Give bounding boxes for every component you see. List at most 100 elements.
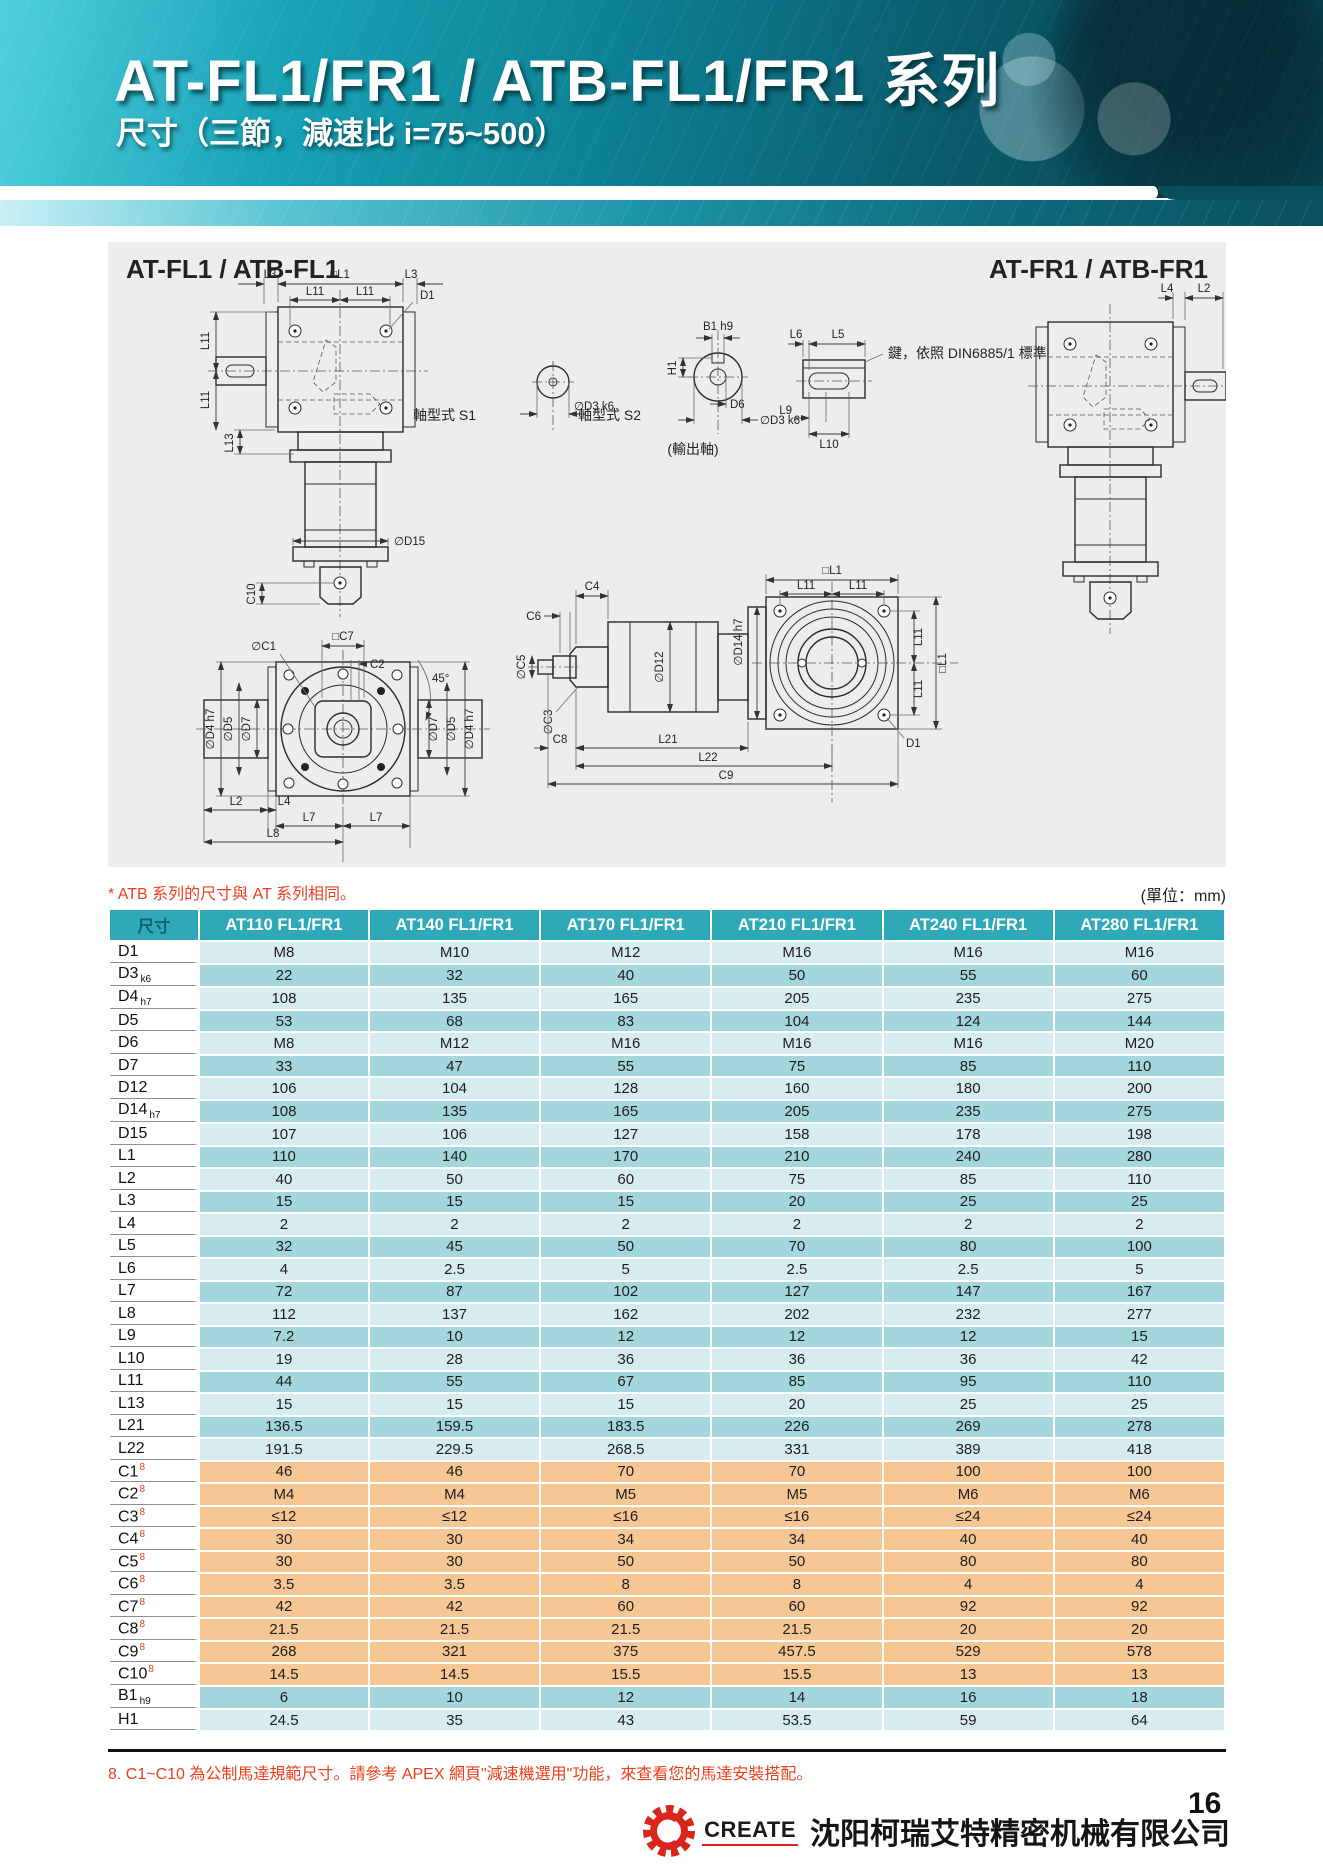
row-label: C48 (110, 1529, 198, 1550)
table-row: L6 4 2.5 5 2.5 2.5 5 (110, 1259, 1224, 1280)
dim-label-d6: D6 (730, 399, 745, 411)
cell-value: 106 (369, 1124, 540, 1145)
cell-value: 375 (541, 1641, 711, 1663)
row-label: C58 (110, 1551, 198, 1573)
cell-value: 165 (541, 987, 711, 1009)
cell-value: 80 (883, 1551, 1053, 1573)
table-row: C48 30 30 34 34 40 40 (110, 1529, 1224, 1550)
cell-value: 8 (541, 1574, 711, 1595)
dim-label-l7-1: L7 (303, 812, 316, 824)
cell-value: 80 (883, 1236, 1053, 1258)
table-row: D6 M8 M12 M16 M16 M16 M20 (110, 1033, 1224, 1054)
cell-value: 3.5 (200, 1574, 368, 1595)
cell-value: M16 (712, 1033, 882, 1054)
cell-value: 13 (1054, 1664, 1224, 1685)
page-subtitle: 尺寸（三節，減速比 i=75~500） (116, 116, 566, 151)
drawing-title-right: AT-FR1 / ATB-FR1 (989, 254, 1208, 284)
dim-label-c5: ∅C5 (516, 655, 528, 680)
table-row: C68 3.5 3.5 8 8 4 4 (110, 1574, 1224, 1595)
dim-label-l2: L2 (230, 796, 243, 808)
cell-value: 102 (541, 1281, 711, 1303)
cell-value: 20 (883, 1619, 1053, 1640)
cell-value: 144 (1054, 1010, 1224, 1032)
cell-value: 100 (1054, 1236, 1224, 1258)
dim-label-d1: D1 (420, 290, 435, 302)
dim-label-l4-right-view: L4 (1161, 283, 1174, 295)
cell-value: 147 (883, 1281, 1053, 1303)
banner-corner (1158, 186, 1323, 200)
column-header-model: AT110 FL1/FR1 (200, 910, 368, 940)
dim-label-l1-top: □L1 (330, 269, 350, 281)
cell-value: 44 (200, 1371, 368, 1393)
cell-value: 68 (369, 1010, 540, 1032)
dim-label-l21: L21 (658, 734, 677, 746)
dim-label-h1: H1 (667, 361, 679, 376)
cell-value: 205 (712, 1100, 882, 1123)
row-label: L8 (110, 1304, 198, 1325)
dim-label-l4: L4 (278, 796, 291, 808)
row-label: L21 (110, 1416, 198, 1438)
cell-value: 14 (712, 1686, 882, 1708)
dim-label-l11-r1: L11 (913, 628, 925, 646)
cell-value: ≤16 (712, 1506, 882, 1528)
cell-value: 25 (883, 1394, 1053, 1415)
cell-value: 21.5 (712, 1619, 882, 1640)
cell-value: 12 (541, 1686, 711, 1708)
company-name: 沈阳柯瑞艾特精密机械有限公司 (810, 1818, 1230, 1851)
drawing-panel: AT-FL1 / ATB-FL1 AT-FR1 / ATB-FR1 (108, 242, 1226, 867)
cell-value: 15 (1054, 1326, 1224, 1348)
key-din-note: 鍵，依照 DIN6885/1 標準 (888, 345, 1047, 361)
cell-value: 280 (1054, 1146, 1224, 1168)
dim-label-c1: ∅C1 (251, 641, 276, 653)
cell-value: 85 (883, 1055, 1053, 1077)
cell-value: 2 (541, 1214, 711, 1235)
cell-value: 269 (883, 1416, 1053, 1438)
cell-value: 158 (712, 1124, 882, 1145)
table-row: L7 72 87 102 127 147 167 (110, 1281, 1224, 1303)
row-label: L13 (110, 1394, 198, 1415)
front-view-fr1: L4 L2 (1028, 283, 1226, 634)
cell-value: M8 (200, 942, 368, 963)
cell-value: 64 (1054, 1709, 1224, 1731)
cell-value: 25 (1054, 1191, 1224, 1213)
cell-value: 277 (1054, 1304, 1224, 1325)
table-row: L4 2 2 2 2 2 2 (110, 1214, 1224, 1235)
table-row: D15 107 106 127 158 178 198 (110, 1124, 1224, 1145)
cell-value: 55 (883, 964, 1053, 986)
cell-value: 4 (1054, 1574, 1224, 1595)
notes-row: * ATB 系列的尺寸與 AT 系列相同。 (單位：mm) (108, 880, 1226, 905)
cell-value: 83 (541, 1010, 711, 1032)
cell-value: 59 (883, 1709, 1053, 1731)
dim-label-l13: L13 (224, 433, 236, 452)
cell-value: 12 (712, 1326, 882, 1348)
dim-label-c8: C8 (553, 734, 568, 746)
cell-value: 10 (369, 1326, 540, 1348)
dim-label-l6: L6 (790, 329, 803, 341)
cell-value: 7.2 (200, 1326, 368, 1348)
cell-value: 36 (712, 1349, 882, 1370)
cell-value: 24.5 (200, 1709, 368, 1731)
units-label: (單位：mm) (1140, 888, 1226, 905)
cell-value: 127 (541, 1124, 711, 1145)
cell-value: ≤24 (1054, 1506, 1224, 1528)
row-label: L10 (110, 1349, 198, 1370)
cell-value: 202 (712, 1304, 882, 1325)
dim-label-l11: L11 (356, 286, 374, 298)
cell-value: M16 (883, 942, 1053, 963)
table-row: L8 112 137 162 202 232 277 (110, 1304, 1224, 1325)
table-row: L2 40 50 60 75 85 110 (110, 1169, 1224, 1190)
dim-label-l3-right: L3 (405, 269, 418, 281)
cell-value: 85 (712, 1371, 882, 1393)
cell-value: 162 (541, 1304, 711, 1325)
cell-value: 2.5 (712, 1259, 882, 1280)
cell-value: M5 (541, 1484, 711, 1505)
dim-label-c4: C4 (585, 581, 600, 593)
cell-value: 15 (200, 1394, 368, 1415)
cell-value: 50 (541, 1236, 711, 1258)
cell-value: 15 (369, 1191, 540, 1213)
cell-value: 2 (1054, 1214, 1224, 1235)
cell-value: 50 (712, 1551, 882, 1573)
cell-value: 34 (712, 1529, 882, 1550)
cell-value: 21.5 (369, 1619, 540, 1640)
